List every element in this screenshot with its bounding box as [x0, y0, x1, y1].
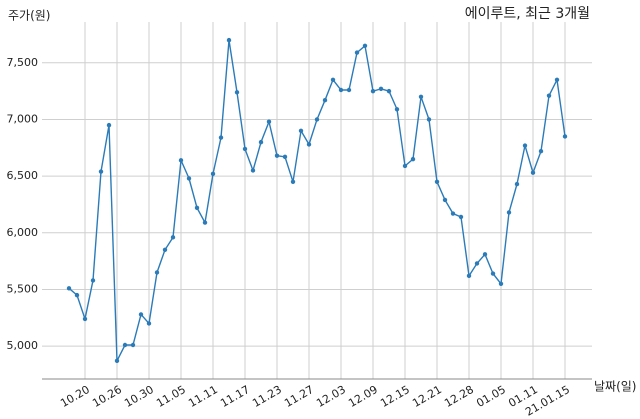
- data-point: [418, 94, 424, 100]
- x-tick-label: 10.26: [90, 383, 124, 410]
- x-tick-label: 10.30: [122, 383, 156, 410]
- data-point: [282, 154, 288, 160]
- data-point: [170, 235, 176, 240]
- x-tick-label: 11.17: [218, 383, 252, 410]
- data-point: [218, 135, 224, 140]
- data-point: [546, 93, 552, 98]
- data-point: [482, 252, 488, 257]
- y-tick-label: 5,500: [7, 282, 39, 295]
- data-point: [378, 86, 384, 92]
- data-point: [202, 220, 208, 225]
- data-point: [338, 87, 344, 93]
- data-point: [178, 158, 184, 163]
- data-point: [154, 270, 160, 275]
- data-point: [314, 117, 320, 122]
- data-point: [346, 87, 352, 93]
- data-point: [490, 271, 496, 276]
- x-axis-label: 날짜(일): [594, 380, 636, 394]
- data-point: [474, 261, 480, 266]
- data-point: [498, 281, 504, 286]
- data-point: [562, 134, 568, 139]
- data-point: [250, 168, 256, 173]
- data-point: [146, 321, 152, 326]
- x-tick-label: 11.11: [186, 383, 220, 410]
- y-tick-label: 6,500: [7, 169, 39, 182]
- data-point: [234, 90, 240, 95]
- data-point: [386, 88, 392, 94]
- data-point: [242, 146, 248, 152]
- data-point: [90, 278, 96, 283]
- x-tick-label: 12.09: [346, 383, 380, 410]
- data-point: [394, 107, 400, 112]
- data-point: [514, 181, 520, 187]
- x-tick-label: 11.27: [282, 383, 316, 410]
- x-tick-label: 12.15: [378, 383, 412, 410]
- data-point: [298, 128, 304, 133]
- data-point: [466, 273, 472, 279]
- data-point: [522, 143, 528, 148]
- data-point: [74, 292, 80, 298]
- x-tick-label: 12.21: [410, 383, 444, 410]
- data-point: [122, 342, 128, 348]
- data-point: [266, 119, 272, 124]
- data-point: [410, 156, 416, 162]
- data-point: [354, 50, 360, 55]
- data-point: [554, 77, 560, 83]
- data-point: [82, 316, 88, 322]
- x-tick-label: 12.28: [442, 383, 476, 410]
- data-point: [426, 117, 432, 122]
- x-tick-label: 11.23: [250, 383, 284, 410]
- data-point: [362, 43, 368, 48]
- data-point: [130, 342, 136, 348]
- data-point: [402, 163, 408, 169]
- data-point: [258, 139, 264, 145]
- x-tick-label: 01.05: [474, 383, 508, 410]
- data-point: [434, 179, 440, 184]
- data-point: [114, 358, 120, 364]
- x-tick-label: 10.20: [58, 383, 92, 410]
- x-tick-label: 12.03: [314, 383, 348, 410]
- y-tick-label: 7,000: [7, 112, 39, 125]
- data-point: [226, 37, 232, 43]
- price-line: [68, 40, 566, 362]
- data-point: [138, 312, 144, 317]
- data-point: [66, 286, 72, 291]
- data-point: [106, 122, 112, 128]
- data-point: [370, 88, 376, 94]
- data-point: [274, 153, 280, 158]
- y-tick-label: 7,500: [7, 56, 39, 69]
- data-point: [506, 210, 512, 215]
- data-point: [162, 247, 168, 252]
- data-point: [458, 214, 464, 220]
- data-point: [322, 98, 328, 103]
- data-point: [330, 77, 336, 83]
- data-point: [306, 142, 312, 147]
- y-tick-label: 5,000: [7, 339, 39, 352]
- y-tick-label: 6,000: [7, 226, 39, 239]
- data-point: [194, 205, 200, 211]
- x-tick-label: 11.05: [154, 383, 188, 410]
- data-point: [290, 179, 296, 184]
- data-point: [98, 169, 104, 174]
- data-point: [450, 211, 456, 216]
- data-point: [530, 170, 536, 175]
- data-point: [538, 149, 544, 154]
- y-axis-label: 주가(원): [8, 9, 50, 23]
- data-point: [186, 176, 192, 181]
- data-point: [442, 197, 448, 203]
- chart-title: 에이루트, 최근 3개월: [465, 6, 590, 22]
- data-point: [210, 171, 216, 177]
